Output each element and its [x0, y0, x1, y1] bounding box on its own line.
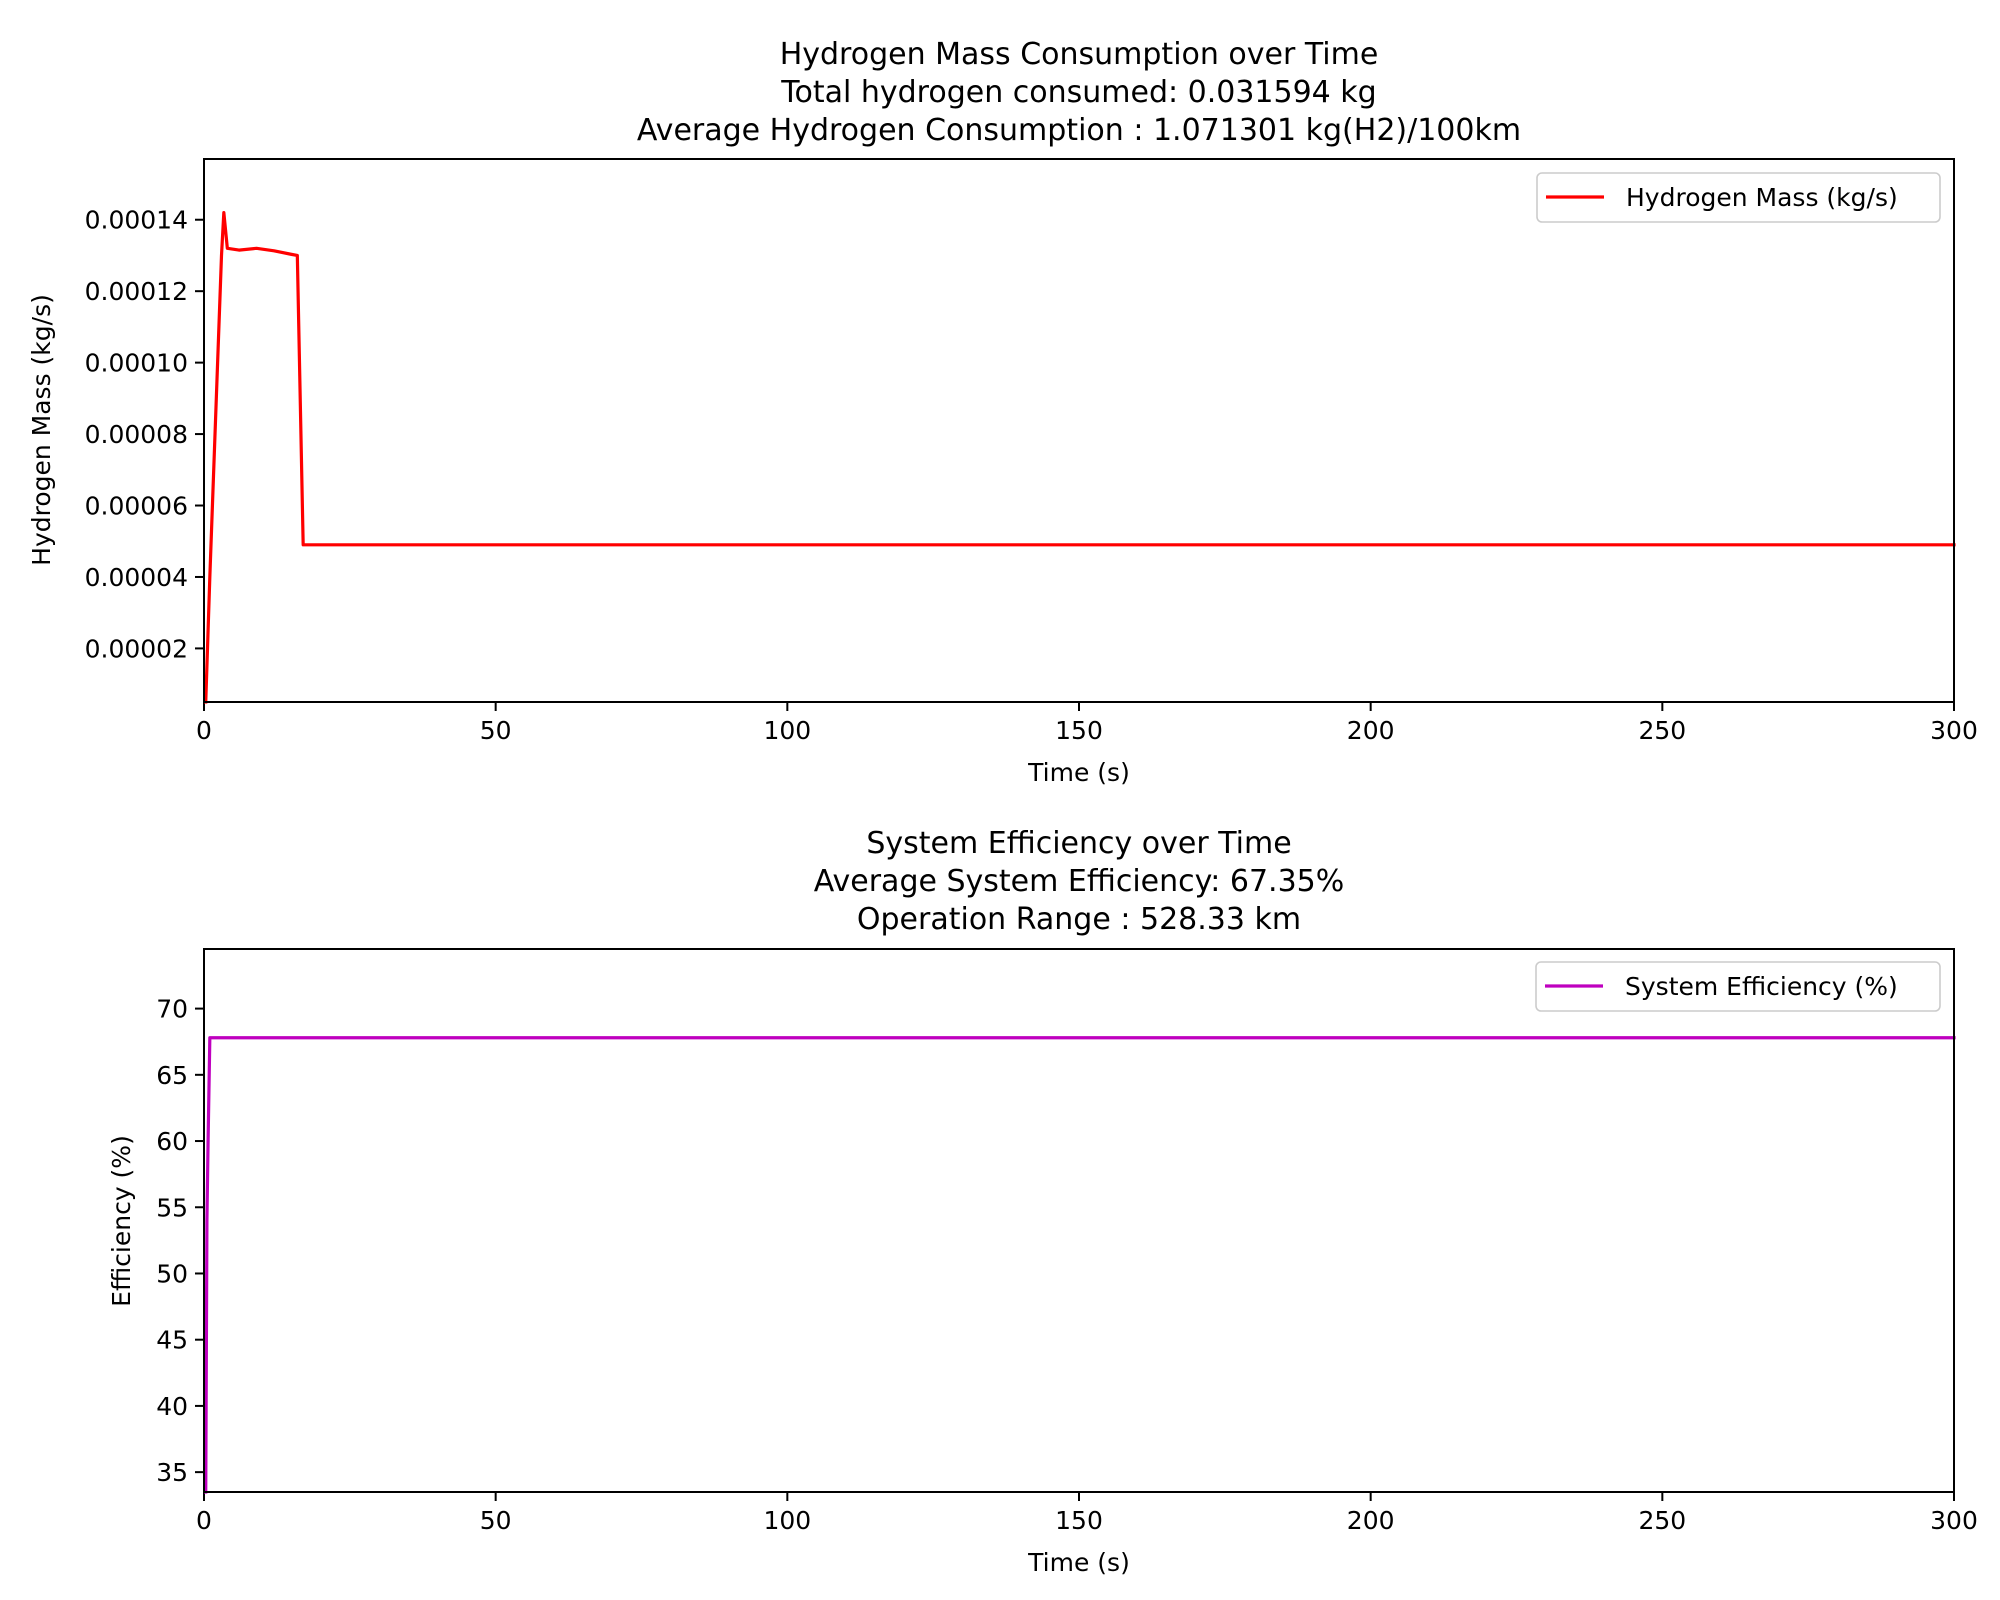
chart-2-x-tick-label: 200: [1347, 1506, 1395, 1535]
chart-2-legend-box: [1535, 961, 1941, 1012]
chart-1-x-ticks: 0 50 100 150 200 250 300: [196, 702, 1978, 745]
chart-1-x-tick-label: 0: [196, 716, 212, 745]
chart-1-x-tick-label: 200: [1347, 716, 1395, 745]
chart-1-x-tick-label: 150: [1055, 716, 1103, 745]
chart-2-x-tick-label: 0: [196, 1506, 212, 1535]
chart-2-x-ticks: 0 50 100 150 200 250 300: [196, 1492, 1978, 1535]
chart-2-y-tick-label: 45: [156, 1326, 188, 1355]
chart-system-efficiency: System Efficiency over Time Average Syst…: [107, 826, 1978, 1577]
chart-1-y-tick-label: 0.00008: [85, 420, 188, 449]
chart-2-y-tick-label: 35: [156, 1458, 188, 1487]
chart-1-title: Hydrogen Mass Consumption over Time: [780, 37, 1379, 72]
chart-2-x-tick-label: 250: [1638, 1506, 1686, 1535]
chart-1-y-tick-label: 0.00010: [85, 349, 188, 378]
chart-1-y-ticks: 0.00002 0.00004 0.00006 0.00008 0.00010 0.000…: [85, 206, 204, 663]
chart-2-x-tick-label: 300: [1930, 1506, 1978, 1535]
chart-2-title: System Efficiency over Time: [866, 826, 1291, 861]
chart-2-y-ticks: 35 40 45 50 55 60 65 70: [156, 995, 204, 1487]
chart-2-legend-label: System Efficiency (%): [1625, 972, 1898, 1001]
chart-2-y-tick-label: 55: [156, 1193, 188, 1222]
chart-1-y-tick-label: 0.00004: [85, 563, 188, 592]
chart-1-y-tick-label: 0.00002: [85, 634, 188, 663]
chart-1-x-tick-label: 250: [1638, 716, 1686, 745]
chart-1-x-tick-label: 100: [763, 716, 811, 745]
chart-1-y-tick-label: 0.00014: [85, 206, 188, 235]
series-line-hydrogen-mass: [204, 210, 1956, 704]
chart-1-subtitle-total: Total hydrogen consumed: 0.031594 kg: [780, 75, 1376, 110]
chart-2-y-tick-label: 60: [156, 1127, 188, 1156]
chart-hydrogen-mass: Hydrogen Mass Consumption over Time Tota…: [27, 37, 1978, 787]
chart-2-subtitle-average: Average System Efficiency: 67.35%: [814, 864, 1345, 899]
chart-1-x-axis-label: Time (s): [1027, 758, 1130, 787]
chart-1-plot-frame: [203, 158, 1955, 703]
chart-1-legend: Hydrogen Mass (kg/s): [1536, 172, 1941, 223]
series-line-system-efficiency: [204, 1036, 1956, 1494]
chart-2-x-axis-label: Time (s): [1027, 1548, 1130, 1577]
chart-2-legend: System Efficiency (%): [1535, 961, 1941, 1012]
chart-2-x-tick-label: 50: [480, 1506, 512, 1535]
chart-1-subtitle-average: Average Hydrogen Consumption : 1.071301 …: [637, 113, 1521, 148]
chart-1-y-tick-label: 0.00012: [85, 277, 188, 306]
chart-2-subtitle-range: Operation Range : 528.33 km: [857, 902, 1301, 937]
chart-1-y-tick-label: 0.00006: [85, 492, 188, 521]
chart-1-legend-box: [1536, 172, 1941, 223]
chart-2-y-tick-label: 70: [156, 995, 188, 1024]
chart-2-y-tick-label: 40: [156, 1392, 188, 1421]
chart-1-x-tick-label: 300: [1930, 716, 1978, 745]
chart-2-plot-frame: [203, 948, 1955, 1493]
chart-2-x-tick-label: 150: [1055, 1506, 1103, 1535]
chart-2-y-tick-label: 65: [156, 1061, 188, 1090]
chart-2-y-tick-label: 50: [156, 1259, 188, 1288]
chart-1-x-tick-label: 50: [480, 716, 512, 745]
chart-1-y-axis-label: Hydrogen Mass (kg/s): [27, 294, 56, 566]
chart-2-x-tick-label: 100: [763, 1506, 811, 1535]
chart-2-y-axis-label: Efficiency (%): [107, 1135, 136, 1307]
chart-1-legend-label: Hydrogen Mass (kg/s): [1626, 183, 1898, 212]
